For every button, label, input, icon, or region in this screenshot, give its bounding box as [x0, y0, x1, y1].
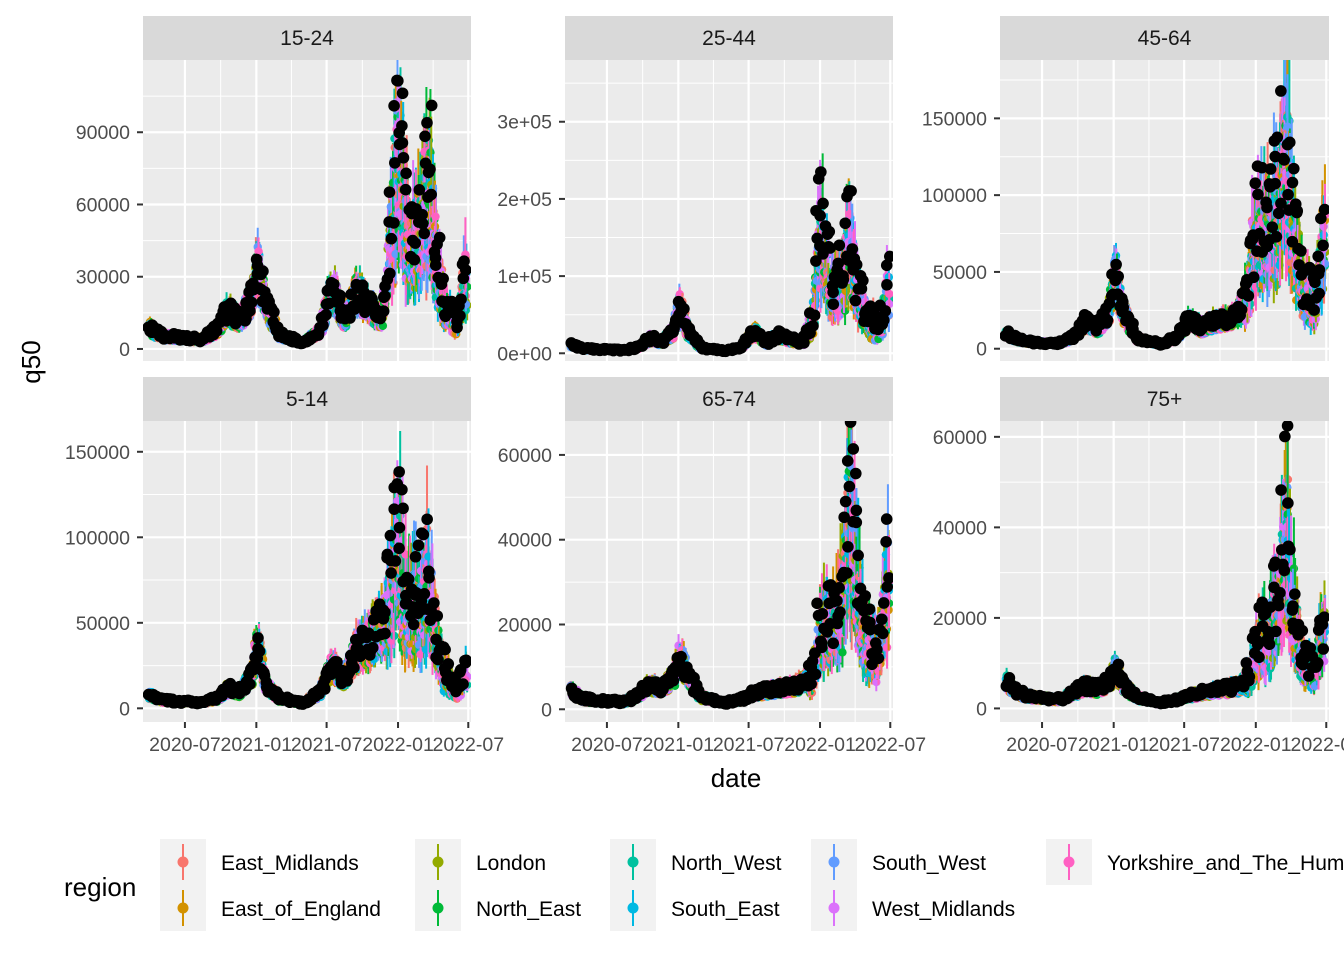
overlay-point — [384, 268, 396, 280]
overlay-point — [378, 291, 390, 303]
y-tick-label: 0 — [119, 339, 130, 361]
y-tick-label: 30000 — [76, 267, 130, 289]
overlay-point — [430, 252, 442, 264]
overlay-point — [455, 293, 467, 305]
facet-strip-label: 15-24 — [280, 27, 334, 50]
overlay-point — [388, 217, 400, 229]
overlay-point — [397, 137, 409, 149]
overlay-point — [418, 228, 430, 240]
data-point — [431, 212, 439, 220]
y-tick-label: 1e+05 — [497, 266, 552, 288]
overlay-point — [425, 189, 437, 201]
overlay-point — [268, 306, 280, 318]
overlay-point — [334, 290, 346, 302]
y-tick-label: 2e+05 — [497, 189, 552, 211]
overlay-point — [424, 163, 436, 175]
overlay-point — [454, 310, 466, 322]
y-tick-label: 90000 — [76, 122, 130, 144]
overlay-point — [460, 264, 472, 276]
overlay-point — [398, 152, 410, 164]
overlay-point — [437, 273, 449, 285]
facet-panel: 25-44 0e+00 1e+05 2e+05 3e+05 — [497, 16, 895, 365]
facet-panel: 15-24 0 30000 60000 90000 — [76, 16, 472, 361]
overlay-point — [400, 184, 412, 196]
overlay-point — [434, 232, 446, 244]
overlay-point — [400, 168, 412, 180]
overlay-point — [246, 297, 258, 309]
overlay-point — [396, 120, 408, 132]
overlay-point — [397, 87, 409, 99]
overlay-point — [421, 117, 433, 129]
overlay-point — [320, 309, 332, 321]
overlay-point — [388, 100, 400, 112]
overlay-point — [392, 75, 404, 87]
y-tick-label: 60000 — [76, 194, 130, 216]
overlay-point — [417, 218, 429, 230]
overlay-point — [426, 100, 438, 112]
overlay-point — [386, 233, 398, 245]
overlay-point — [419, 131, 431, 143]
overlay-point — [378, 305, 390, 317]
panels-layer: 15-24 0 30000 60000 90000 25-44 0e+00 1e+05 2e+0… — [65, 0, 1344, 756]
overlay-point — [409, 254, 421, 266]
overlay-point — [257, 265, 269, 277]
overlay-point — [409, 237, 421, 249]
y-tick-label: 0e+00 — [497, 343, 552, 365]
facet-strip-label: 25-44 — [702, 27, 756, 50]
overlay-point — [384, 186, 396, 198]
y-tick-label: 3e+05 — [497, 112, 552, 134]
